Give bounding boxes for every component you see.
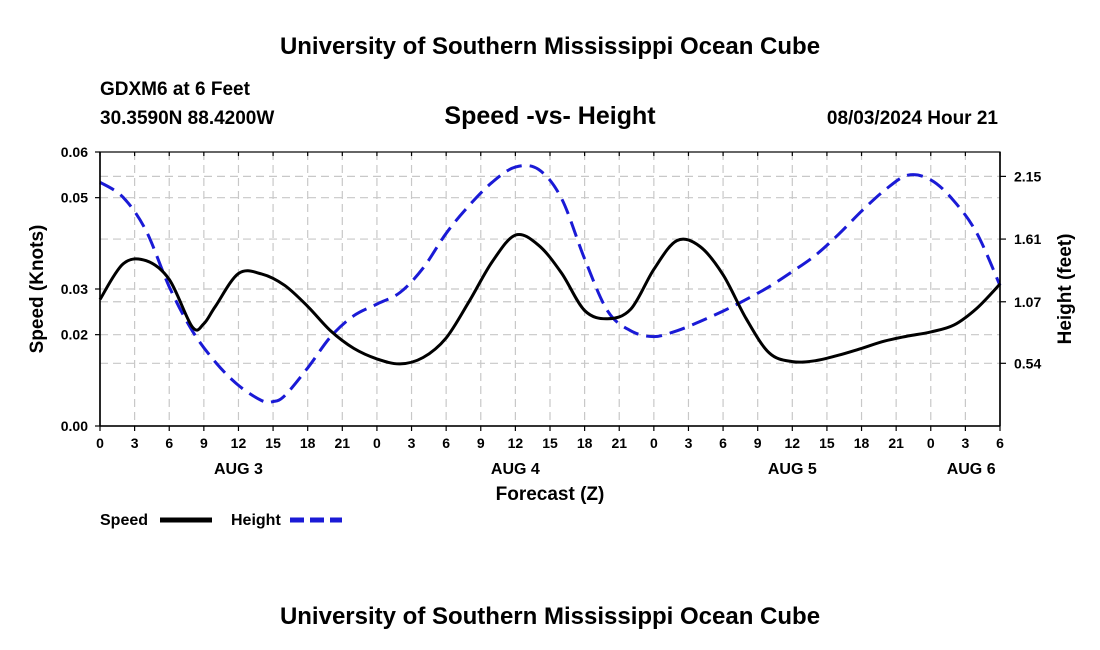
x-tick-label: 12 [231, 435, 247, 451]
forecast-datetime: 08/03/2024 Hour 21 [827, 108, 999, 129]
series-lines [98, 164, 1002, 404]
x-tick-label: 0 [373, 435, 381, 451]
day-label: AUG 6 [947, 461, 996, 478]
x-tick-label: 15 [819, 435, 835, 451]
day-label: AUG 5 [768, 461, 817, 478]
y2-tick-label: 1.61 [1014, 231, 1041, 247]
page-title: University of Southern Mississippi Ocean… [280, 33, 820, 60]
x-tick-label: 18 [854, 435, 870, 451]
x-tick-label: 0 [96, 435, 104, 451]
x-tick-label: 21 [335, 435, 351, 451]
y2-tick-label: 1.07 [1014, 294, 1041, 310]
speed-series-line [98, 232, 1002, 366]
x-tick-label: 3 [961, 435, 969, 451]
x-tick-label: 9 [200, 435, 208, 451]
x-tick-label: 12 [785, 435, 801, 451]
x-tick-label: 6 [719, 435, 727, 451]
x-tick-label: 3 [685, 435, 693, 451]
y2-tick-label: 0.54 [1014, 355, 1041, 371]
gridlines [100, 152, 1000, 426]
footer-title: University of Southern Mississippi Ocean… [280, 603, 820, 630]
legend-speed-label: Speed [100, 512, 148, 529]
chart-title: Speed -vs- Height [444, 102, 656, 130]
y-tick-label: 0.00 [61, 418, 88, 434]
height-series-line [99, 164, 1002, 404]
x-tick-label: 6 [165, 435, 173, 451]
x-tick-label: 15 [542, 435, 558, 451]
legend: Speed Height [100, 512, 342, 529]
y-tick-label: 0.02 [61, 327, 88, 343]
x-axis-label: Forecast (Z) [496, 484, 605, 505]
x-tick-label: 21 [888, 435, 904, 451]
x-tick-label: 18 [300, 435, 316, 451]
x-tick-label: 18 [577, 435, 593, 451]
x-tick-label: 12 [508, 435, 524, 451]
x-tick-label: 0 [927, 435, 935, 451]
day-label: AUG 4 [491, 461, 540, 478]
x-tick-label: 6 [442, 435, 450, 451]
x-tick-label: 15 [265, 435, 281, 451]
x-tick-label: 6 [996, 435, 1004, 451]
day-label: AUG 3 [214, 461, 263, 478]
station-label: GDXM6 at 6 Feet [100, 79, 251, 100]
y-axis-label: Speed (Knots) [27, 225, 48, 354]
tick-labels: 0 3 6 9 12 15 18 21 0 3 6 9 12 15 18 21 0 3 6 9 12 15 18 21 0 3 6 0… [61, 144, 1042, 478]
x-tick-label: 9 [754, 435, 762, 451]
y-tick-label: 0.06 [61, 144, 88, 160]
legend-height-label: Height [231, 512, 281, 529]
y2-tick-label: 2.15 [1014, 168, 1041, 184]
x-tick-label: 21 [611, 435, 627, 451]
x-tick-label: 3 [408, 435, 416, 451]
x-tick-label: 9 [477, 435, 485, 451]
axes [95, 151, 1006, 431]
y2-axis-label: Height (feet) [1055, 234, 1076, 345]
station-coordinates: 30.3590N 88.4200W [100, 108, 274, 129]
y-tick-label: 0.03 [61, 281, 88, 297]
x-tick-label: 3 [131, 435, 139, 451]
y-tick-label: 0.05 [61, 190, 88, 206]
x-tick-label: 0 [650, 435, 658, 451]
